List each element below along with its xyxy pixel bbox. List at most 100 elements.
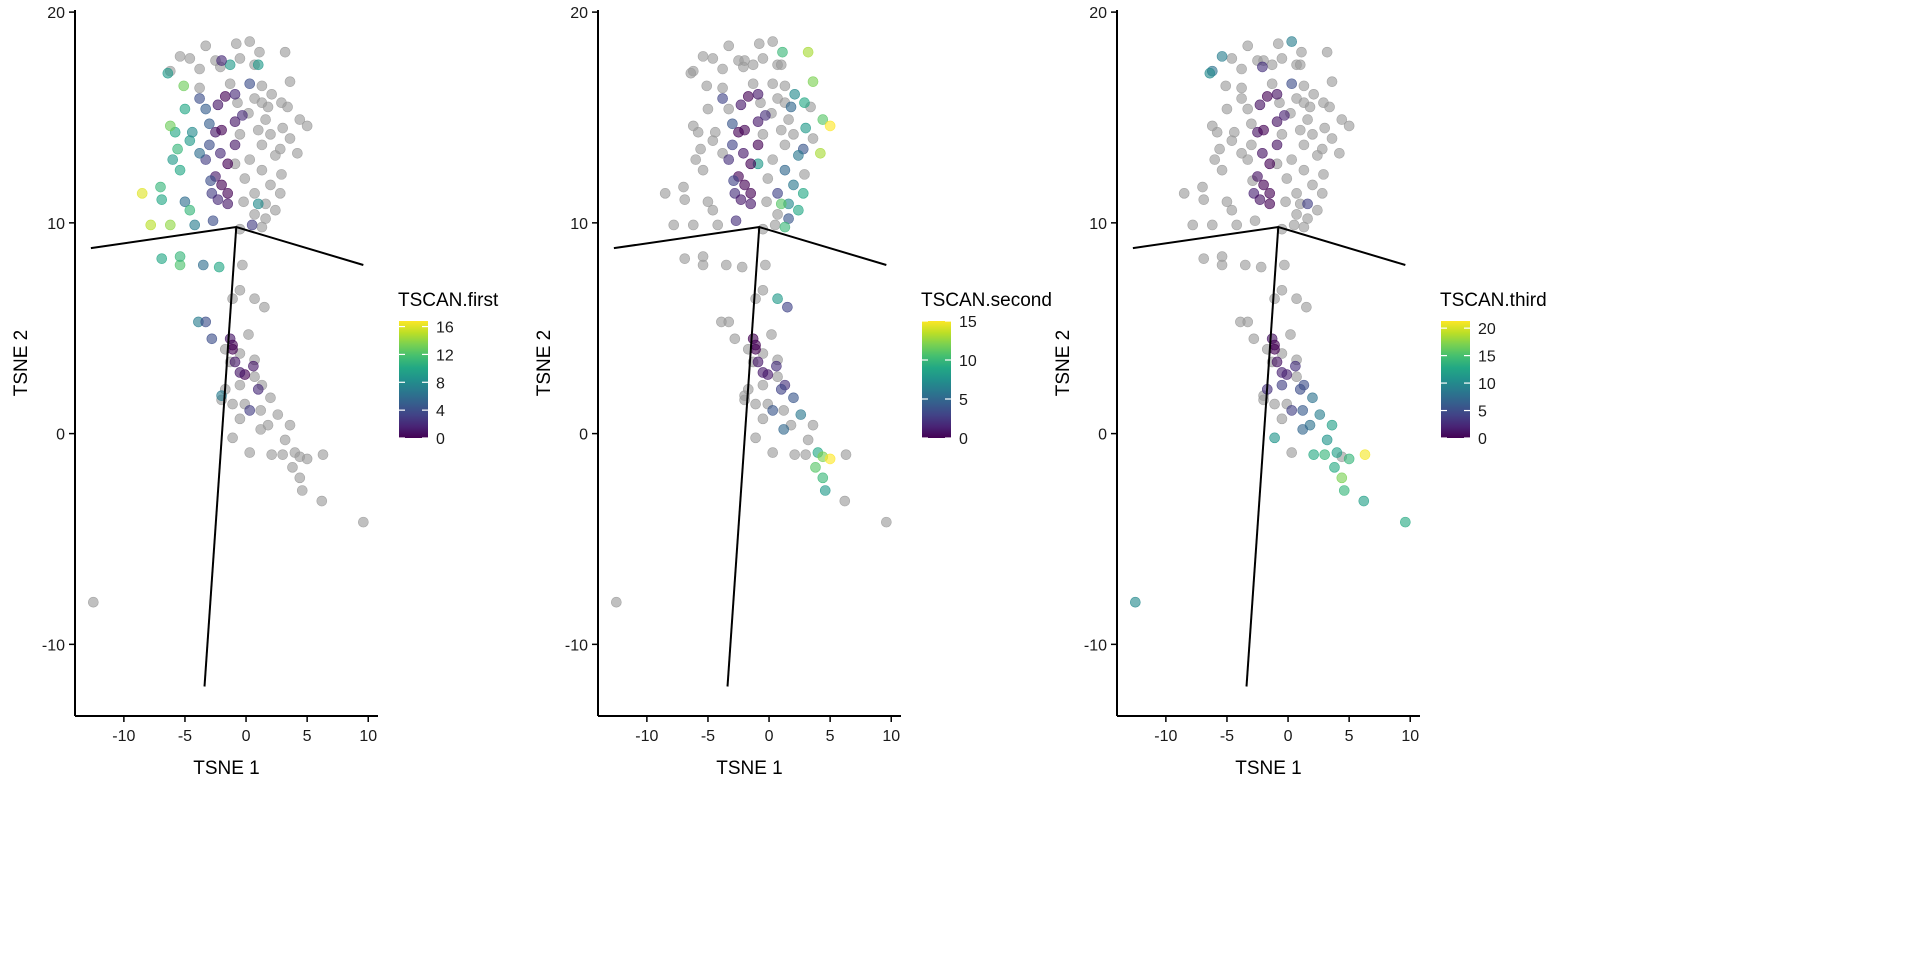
cell-point-na bbox=[799, 169, 810, 180]
cell-point-na bbox=[224, 78, 236, 90]
cell-point-na bbox=[1308, 88, 1320, 100]
cell-point-na bbox=[301, 120, 313, 132]
y-tick-label: -10 bbox=[565, 637, 588, 654]
cell-point bbox=[1258, 179, 1269, 191]
scatter-panel-3: -10 -5 0 5 10 -10 0 10 20 TSNE 1 TSNE 2 TSCAN.third… bbox=[1053, 5, 1547, 779]
cell-point-na bbox=[200, 40, 212, 52]
cell-point-na bbox=[1220, 80, 1232, 92]
cell-point-na bbox=[184, 53, 196, 64]
cell-point bbox=[184, 204, 196, 216]
y-tick-label: 0 bbox=[1098, 427, 1107, 444]
cell-point bbox=[752, 116, 764, 127]
cell-point bbox=[772, 188, 783, 199]
cell-point-na bbox=[753, 38, 765, 50]
cell-point-na bbox=[279, 46, 291, 58]
cell-point-na bbox=[1294, 124, 1306, 136]
cell-point bbox=[728, 175, 739, 187]
colorbar-legend: TSCAN.third 0 5 10 15 20 bbox=[1440, 290, 1547, 448]
cell-point-na bbox=[277, 449, 289, 460]
cell-point bbox=[234, 367, 246, 378]
cell-point-na bbox=[265, 179, 276, 191]
cell-point bbox=[739, 179, 750, 191]
cell-point-na bbox=[779, 80, 791, 92]
cell-point bbox=[172, 143, 183, 155]
cell-point bbox=[745, 198, 757, 210]
cell-point-na bbox=[767, 154, 779, 165]
cell-point bbox=[1130, 596, 1141, 608]
cell-point bbox=[1279, 110, 1290, 121]
cell-point bbox=[229, 356, 241, 368]
cell-point bbox=[824, 120, 836, 132]
cell-point bbox=[1329, 462, 1340, 473]
cell-point-na bbox=[679, 194, 691, 205]
y-axis-title: TSNE 2 bbox=[1053, 330, 1074, 397]
cell-point bbox=[1321, 434, 1333, 446]
cell-point bbox=[248, 360, 259, 372]
x-tick-label: 10 bbox=[1401, 728, 1419, 745]
cell-point-na bbox=[259, 301, 270, 313]
cell-point bbox=[782, 301, 793, 313]
cell-point-na bbox=[276, 169, 287, 180]
cell-point-na bbox=[256, 221, 268, 233]
scatter-panel-2: -10 -5 0 5 10 -10 0 10 20 TSNE 1 TSNE 2 TSCAN.secon… bbox=[534, 5, 1052, 779]
cell-point-na bbox=[1216, 164, 1228, 176]
cell-point bbox=[197, 259, 209, 271]
cell-point bbox=[745, 158, 757, 170]
x-tick-label: 0 bbox=[1284, 728, 1293, 745]
cell-point bbox=[1331, 447, 1343, 458]
cell-point-na bbox=[256, 80, 268, 92]
cell-point bbox=[162, 67, 174, 79]
cell-point-na bbox=[296, 485, 308, 496]
cell-point-na bbox=[1291, 188, 1302, 199]
cell-point-na bbox=[839, 495, 851, 507]
trajectory-line bbox=[613, 226, 887, 266]
cell-point bbox=[1307, 392, 1318, 404]
cell-point bbox=[772, 293, 783, 305]
cell-point-na bbox=[266, 88, 278, 100]
cell-point-na bbox=[1226, 204, 1238, 216]
colorbar-tick-label: 20 bbox=[1478, 321, 1496, 338]
cell-point-na bbox=[1255, 261, 1267, 273]
cell-point bbox=[252, 59, 264, 71]
legend-title: TSCAN.third bbox=[1440, 290, 1547, 311]
cell-point-na bbox=[802, 434, 814, 446]
cell-point-na bbox=[707, 53, 719, 64]
cell-point-na bbox=[249, 371, 260, 382]
cell-point-na bbox=[788, 129, 799, 140]
cell-point bbox=[1297, 405, 1309, 416]
cell-point bbox=[717, 93, 728, 104]
cell-point-na bbox=[717, 82, 728, 94]
cell-point bbox=[244, 405, 256, 416]
cell-point-na bbox=[1206, 219, 1218, 231]
scatter-panel-1: -10 -5 0 5 10 -10 0 10 20 TSNE 1 TSNE 2 TSCAN.first… bbox=[11, 5, 499, 779]
colorbar-tick-label: 15 bbox=[959, 314, 977, 331]
cell-point-na bbox=[747, 59, 759, 71]
x-tick-label: -10 bbox=[112, 728, 135, 745]
colorbar-tick-label: 16 bbox=[436, 320, 454, 337]
cell-point-na bbox=[720, 259, 732, 271]
cell-point bbox=[212, 194, 224, 205]
x-tick-label: 5 bbox=[303, 728, 312, 745]
y-tick-label: 20 bbox=[47, 5, 65, 22]
cell-point-na bbox=[1326, 76, 1338, 87]
x-tick-label: -5 bbox=[178, 728, 192, 745]
cell-point-na bbox=[244, 36, 256, 47]
cell-point-na bbox=[237, 259, 248, 271]
cell-point-na bbox=[757, 129, 769, 140]
cell-point-na bbox=[1242, 103, 1254, 115]
colorbar-tick-label: 4 bbox=[436, 403, 445, 420]
cell-point-na bbox=[277, 122, 289, 134]
cell-point-na bbox=[317, 449, 329, 460]
cell-point-na bbox=[750, 432, 761, 444]
cell-point-na bbox=[265, 129, 276, 140]
cell-point-na bbox=[736, 261, 748, 273]
cell-point-na bbox=[1266, 78, 1278, 90]
y-tick-label: 20 bbox=[1089, 5, 1107, 22]
y-tick-label: -10 bbox=[1084, 637, 1107, 654]
cell-point-na bbox=[1246, 118, 1257, 130]
cell-point-na bbox=[1294, 59, 1306, 71]
cell-point-na bbox=[702, 196, 714, 208]
x-tick-label: -5 bbox=[1220, 728, 1234, 745]
y-axis-title: TSNE 2 bbox=[11, 330, 32, 397]
cell-point-na bbox=[270, 204, 281, 216]
